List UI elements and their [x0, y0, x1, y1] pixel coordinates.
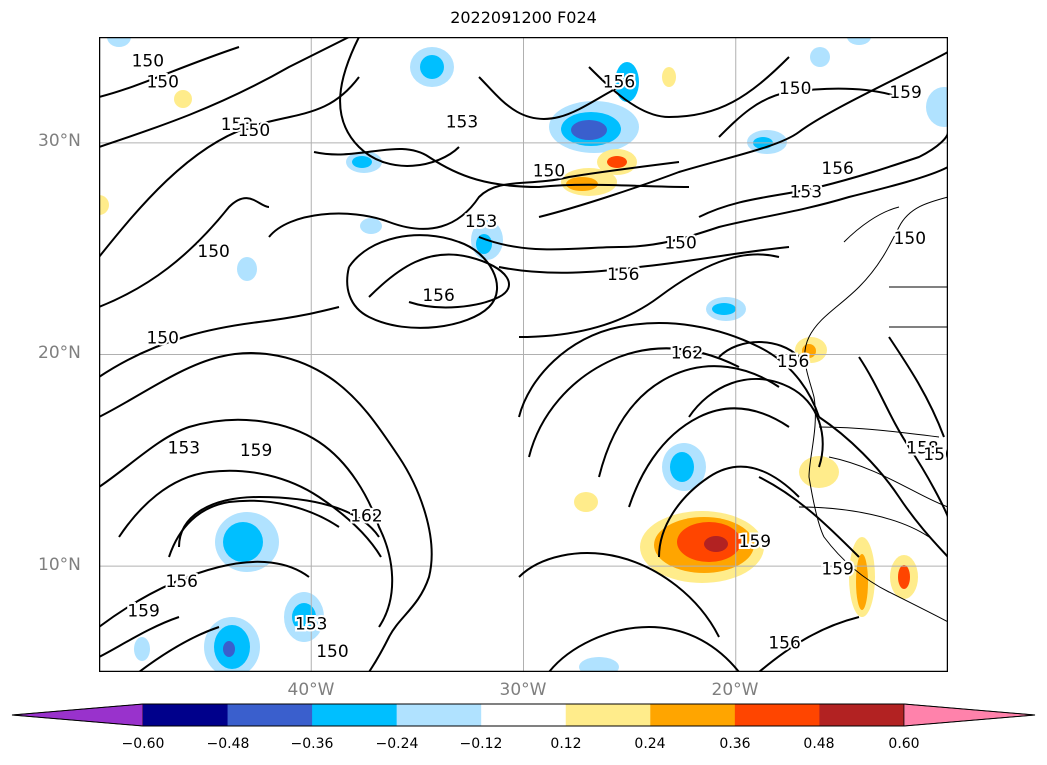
contour-label: 150	[146, 329, 178, 349]
colorbar-tick: 0.48	[803, 736, 835, 752]
colorbar-swatch	[481, 704, 567, 726]
colorbar-tick: −0.48	[206, 736, 250, 752]
colorbar-tick: 0.12	[550, 736, 582, 752]
lat-label-30n: 30°N	[38, 131, 81, 151]
contour-label: 159	[739, 532, 771, 552]
colorbar-tick: 0.36	[719, 736, 751, 752]
contour-label: 162	[350, 506, 382, 526]
gridlines	[99, 37, 948, 672]
map-title: 2022091200 F024	[450, 8, 597, 27]
contour-label: 156	[166, 572, 198, 592]
contour-label: 156	[777, 352, 809, 372]
contour-label: 159	[821, 559, 853, 579]
contour-label: 150	[894, 229, 926, 249]
contour-label: 159	[889, 83, 921, 103]
contour-label: 156	[821, 159, 853, 179]
contour-lines	[99, 37, 948, 672]
contour-labels: 1501501531501501501531561501531561561501…	[125, 49, 948, 664]
contour-label: 150	[132, 51, 164, 71]
contour-label: 150	[533, 161, 565, 181]
colorbar-swatch	[396, 704, 482, 726]
contour-label: 150	[779, 79, 811, 99]
colorbar-swatch	[819, 704, 905, 726]
contour-label: 162	[671, 343, 703, 363]
colorbar	[0, 700, 1047, 730]
contour-label: 150	[923, 445, 948, 465]
contour-label: 153	[295, 614, 327, 634]
colorbar-swatch	[565, 704, 651, 726]
contour-label: 159	[240, 441, 272, 461]
colorbar-extend-min	[11, 703, 144, 727]
colorbar-swatch	[143, 704, 229, 726]
lon-label-30w: 30°W	[499, 680, 547, 700]
contour-label: 150	[238, 121, 270, 141]
lon-label-40w: 40°W	[287, 680, 335, 700]
colorbar-tick: 0.24	[634, 736, 666, 752]
contour-label: 150	[197, 242, 229, 262]
map-panel: 150 150 153 150 150 150 153 156 150 153 156 156 150 1…	[99, 37, 948, 672]
contour-label: 150	[146, 72, 178, 92]
colorbar-swatch	[734, 704, 820, 726]
colorbar-swatch	[227, 704, 313, 726]
contour-label: 153	[168, 439, 200, 459]
contour-label: 158	[906, 439, 938, 459]
colorbar-outline	[11, 703, 1036, 727]
colorbar-swatch	[312, 704, 398, 726]
contour-label: 153	[465, 212, 497, 232]
colorbar-extend-max	[903, 703, 1036, 727]
contour-label: 156	[603, 72, 635, 92]
contour-label: 156	[607, 265, 639, 285]
contour-label: 150	[664, 233, 696, 253]
contour-label: 153	[221, 115, 253, 135]
colorbar-tick: −0.36	[290, 736, 334, 752]
lat-label-20n: 20°N	[38, 343, 81, 363]
colorbar-tick: −0.12	[459, 736, 503, 752]
colorbar-tick: 0.60	[888, 736, 920, 752]
colorbar-tick: −0.24	[375, 736, 419, 752]
lat-label-10n: 10°N	[38, 555, 81, 575]
contour-label: 156	[768, 633, 800, 653]
contour-label: 156	[422, 286, 454, 306]
contour-label: 159	[127, 602, 159, 622]
contour-label: 153	[790, 183, 822, 203]
shaded-anomalies	[99, 37, 948, 672]
contour-label: 150	[316, 642, 348, 662]
contour-label: 153	[446, 113, 478, 133]
lon-label-20w: 20°W	[711, 680, 759, 700]
colorbar-swatch	[650, 704, 736, 726]
colorbar-tick: −0.60	[121, 736, 165, 752]
coastline	[798, 196, 948, 623]
